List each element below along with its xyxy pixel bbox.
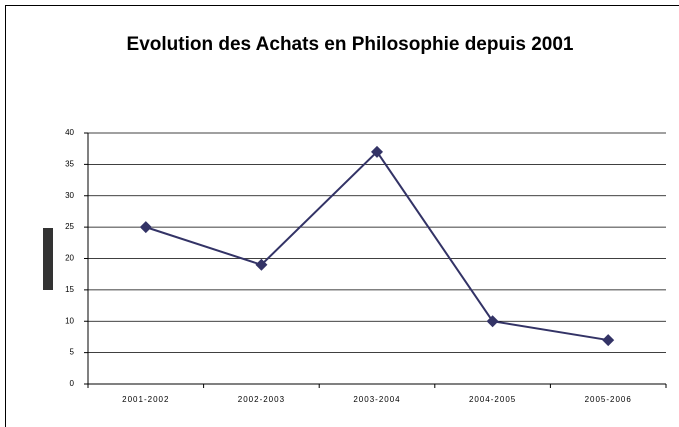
y-tick-label: 15 — [65, 285, 74, 294]
data-point — [602, 334, 615, 347]
data-point — [371, 145, 383, 158]
data-point — [139, 221, 152, 234]
data-point — [255, 258, 268, 271]
y-tick-label: 0 — [70, 379, 75, 388]
y-tick-label: 10 — [65, 316, 74, 325]
y-tick-label: 30 — [65, 191, 74, 200]
x-tick-label: 2001-2002 — [122, 395, 169, 404]
x-tick-label: 2003-2004 — [353, 395, 400, 404]
chart-title: Evolution des Achats en Philosophie depu… — [126, 34, 574, 55]
y-tick-label: 5 — [70, 348, 75, 357]
y-tick-label: 40 — [65, 128, 74, 137]
chart-border — [5, 5, 679, 427]
y-tick-label: 35 — [65, 159, 74, 168]
data-point — [486, 315, 499, 328]
side-block — [43, 228, 53, 290]
y-tick-label: 25 — [65, 222, 74, 231]
x-tick-label: 2005-2006 — [585, 395, 632, 404]
y-tick-label: 20 — [65, 254, 74, 263]
x-tick-label: 2004-2005 — [469, 395, 516, 404]
x-tick-label: 2002-2003 — [238, 395, 285, 404]
data-line — [145, 150, 609, 342]
